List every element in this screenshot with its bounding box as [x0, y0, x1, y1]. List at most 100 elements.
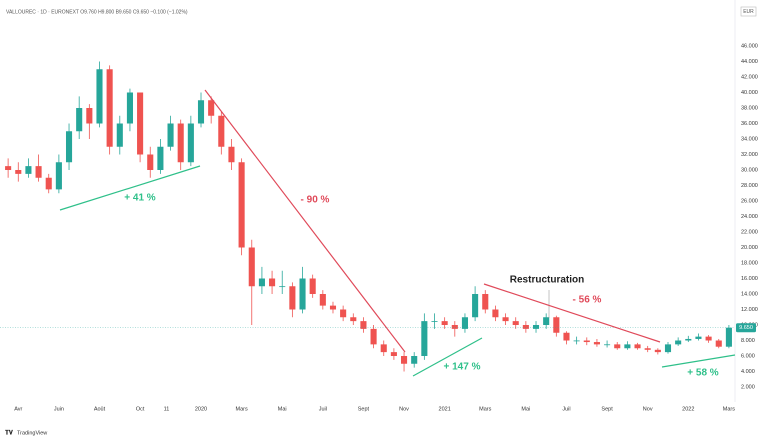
- x-tick-label: Juil: [562, 406, 570, 412]
- candle-body: [238, 162, 245, 248]
- candle-body: [634, 344, 641, 349]
- trend-line: [483, 283, 661, 343]
- candle-body: [299, 278, 306, 310]
- y-tick-label: 22.000: [741, 229, 758, 235]
- y-tick-label: 14.000: [741, 291, 758, 297]
- candle-body: [532, 325, 540, 329]
- candle-body: [522, 325, 529, 329]
- y-tick-label: 38.000: [741, 105, 758, 111]
- x-tick-label: Mars: [235, 406, 247, 412]
- y-tick-label: 18.000: [741, 260, 758, 266]
- candle-body: [258, 278, 265, 287]
- candle-body: [411, 356, 418, 364]
- candle-body: [147, 154, 154, 170]
- trend-line: [412, 337, 483, 377]
- candle-body: [543, 317, 550, 325]
- y-tick-label: 4.000: [741, 369, 755, 375]
- x-tick-label: Oct: [136, 406, 145, 412]
- candle-body: [55, 162, 62, 190]
- candle-body: [208, 100, 215, 116]
- candle-body: [624, 344, 631, 349]
- candle-body: [177, 123, 184, 163]
- watermark: TradingView: [17, 430, 47, 436]
- y-tick-label: 28.000: [741, 183, 758, 189]
- candle-body: [715, 340, 722, 347]
- x-tick-label: Juil: [319, 406, 327, 412]
- candle-body: [573, 340, 580, 342]
- candle-body: [685, 338, 692, 341]
- candle-body: [472, 294, 479, 318]
- y-tick-label: 24.000: [741, 214, 758, 220]
- candle-body: [228, 146, 235, 163]
- x-tick-label: Avr: [14, 406, 22, 412]
- x-tick-label: Sept: [358, 406, 370, 412]
- candle-body: [137, 92, 144, 155]
- candle-body: [340, 309, 347, 318]
- candle-body: [614, 344, 621, 349]
- x-tick-label: Nov: [643, 406, 653, 412]
- annotation: Restructuration: [510, 275, 584, 286]
- candle-body: [705, 336, 712, 341]
- candle-body: [492, 309, 499, 318]
- candle-body: [644, 348, 651, 350]
- candle-body: [86, 108, 93, 124]
- candle-body: [96, 69, 103, 124]
- candle-body: [431, 321, 438, 322]
- x-tick-label: 2021: [439, 406, 451, 412]
- x-tick-label: Mai: [521, 406, 530, 412]
- x-tick-label: Mai: [278, 406, 287, 412]
- candle-body: [675, 340, 682, 345]
- candle-body: [350, 317, 357, 322]
- candle-body: [512, 321, 519, 325]
- candle-body: [380, 344, 387, 353]
- last-price-badge: [736, 323, 756, 333]
- x-tick-label: Mars: [479, 406, 491, 412]
- candle-body: [187, 123, 194, 163]
- currency-box: [740, 6, 757, 17]
- candle-body: [593, 342, 600, 345]
- x-tick-label: Août: [94, 406, 106, 412]
- candle-body: [664, 344, 672, 353]
- x-tick-label: Juin: [54, 406, 64, 412]
- candle-body: [370, 328, 377, 345]
- annotation: + 41 %: [124, 193, 156, 204]
- candle-body: [45, 177, 52, 190]
- candle-body: [197, 100, 205, 124]
- candle-body: [390, 352, 397, 356]
- candle-body: [482, 294, 489, 310]
- candle-body: [25, 166, 32, 174]
- candle-body: [279, 286, 286, 288]
- candle-body: [116, 123, 123, 147]
- candle-body: [329, 305, 337, 310]
- candle-body: [35, 166, 42, 178]
- last-price-label: 9.650: [739, 325, 753, 331]
- logo: 𝐓𝐕: [5, 430, 14, 437]
- annotation: + 58 %: [687, 368, 719, 379]
- y-tick-label: 26.000: [741, 198, 758, 204]
- candle-body: [360, 321, 367, 329]
- candle-body: [106, 69, 113, 147]
- candle-body: [76, 108, 83, 132]
- candle-body: [65, 131, 73, 163]
- candle-body: [451, 325, 458, 329]
- y-tick-label: 42.000: [741, 74, 758, 80]
- x-tick-label: 2022: [682, 406, 694, 412]
- candle-body: [157, 146, 164, 170]
- trend-line: [204, 89, 406, 353]
- y-tick-label: 36.000: [741, 121, 758, 127]
- candle-body: [695, 336, 702, 339]
- candle-body: [461, 317, 469, 329]
- trend-line: [59, 165, 201, 211]
- candle-body: [604, 344, 611, 346]
- candle-body: [654, 349, 661, 353]
- candle-body: [269, 278, 276, 287]
- candle-body: [126, 92, 133, 124]
- candle-body: [421, 321, 428, 356]
- y-tick-label: 32.000: [741, 152, 758, 158]
- chart-title: VALLOUREC · 1D · EURONEXT O9.760 H9.800 …: [6, 9, 188, 15]
- candle-body: [5, 166, 12, 170]
- y-tick-label: 44.000: [741, 59, 758, 65]
- x-tick-label: 2020: [195, 406, 207, 412]
- y-tick-label: 46.000: [741, 43, 758, 49]
